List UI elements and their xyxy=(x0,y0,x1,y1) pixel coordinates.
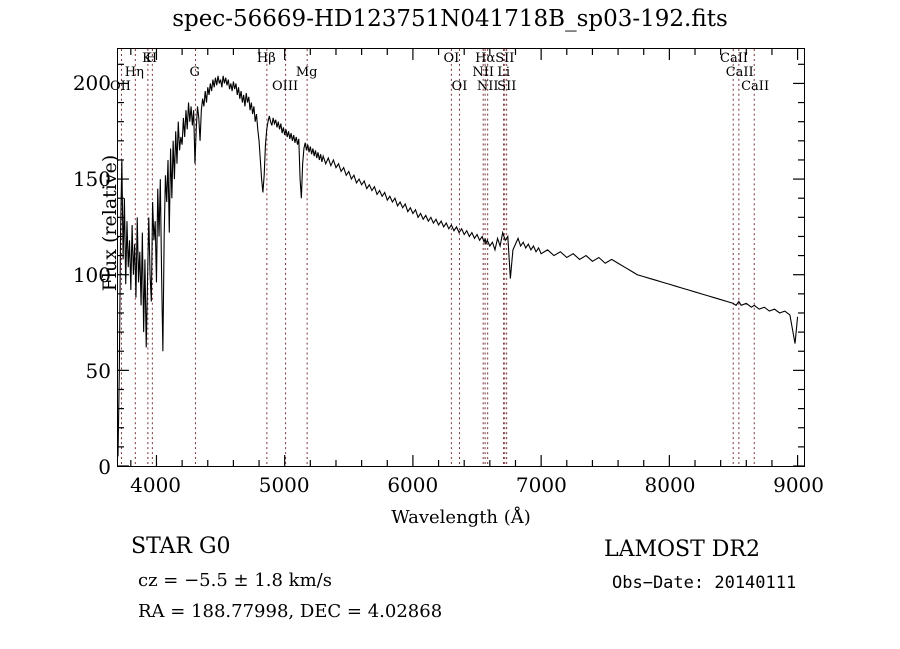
x-axis-tick-label: 8000 xyxy=(644,473,696,497)
spectral-line-label: K xyxy=(142,51,152,66)
axis-ticks xyxy=(118,49,804,466)
obs-date-line: Obs−Date: 20140111 xyxy=(612,573,797,593)
spectral-line-label: OIII xyxy=(272,79,299,94)
spectral-line-label: OII xyxy=(110,79,131,94)
spectral-line-label: H xyxy=(145,51,158,66)
survey-label: LAMOST DR2 xyxy=(604,537,760,562)
spectral-line-label: NII xyxy=(472,65,495,80)
x-axis-tick-label: 4000 xyxy=(130,473,182,497)
spectral-line-label: CaII xyxy=(741,79,770,94)
radial-velocity-line: cz = −5.5 ± 1.8 km/s xyxy=(138,570,332,591)
y-axis-tick-label: 0 xyxy=(98,455,111,479)
y-axis-tick-label: 100 xyxy=(72,262,111,287)
x-axis-tick-label: 6000 xyxy=(387,473,439,497)
spectral-line-markers xyxy=(120,49,755,466)
spectral-line-label: NII xyxy=(476,79,499,94)
object-class-line: STAR G0 xyxy=(131,534,231,559)
spectral-line-label: CaII xyxy=(725,65,754,80)
plot-frame xyxy=(117,48,805,467)
x-axis-tick-labels: 4000 5000 6000 7000 8000 9000 xyxy=(117,473,824,501)
spectrum-trace xyxy=(118,75,799,457)
y-axis-title: Flux (relative) xyxy=(99,154,121,292)
x-axis-tick-label: 9000 xyxy=(773,473,825,497)
spectral-line-label: SII xyxy=(497,79,517,94)
spectral-line-label: Hβ xyxy=(256,51,276,66)
y-axis-tick-label: 200 xyxy=(72,70,111,95)
x-axis-title: Wavelength (Å) xyxy=(391,507,531,528)
x-axis-tick-label: 7000 xyxy=(515,473,567,497)
spectral-line-label: Li xyxy=(497,65,511,80)
spectral-line-label: CaII xyxy=(720,51,748,66)
spectral-line-label: Hη xyxy=(124,65,144,80)
coordinates-line: RA = 188.77998, DEC = 4.02868 xyxy=(138,601,443,622)
y-axis-tick-label: 50 xyxy=(85,358,111,383)
spectral-line-label: G xyxy=(189,65,200,80)
spectral-line-label: OI xyxy=(451,79,468,94)
spectral-line-label: Hα xyxy=(475,51,496,66)
x-axis-tick-label: 5000 xyxy=(258,473,310,497)
spectral-line-label: SII xyxy=(495,51,515,66)
spectral-line-label: OI xyxy=(443,51,460,66)
spectrum-canvas xyxy=(118,49,804,466)
y-axis-tick-label: 150 xyxy=(72,166,111,191)
spectral-line-label: Mg xyxy=(295,65,318,80)
y-axis-tick-labels: 0 50 100 150 200 xyxy=(55,48,111,477)
page-title: spec-56669-HD123751N041718B_sp03-192.fit… xyxy=(172,6,728,32)
